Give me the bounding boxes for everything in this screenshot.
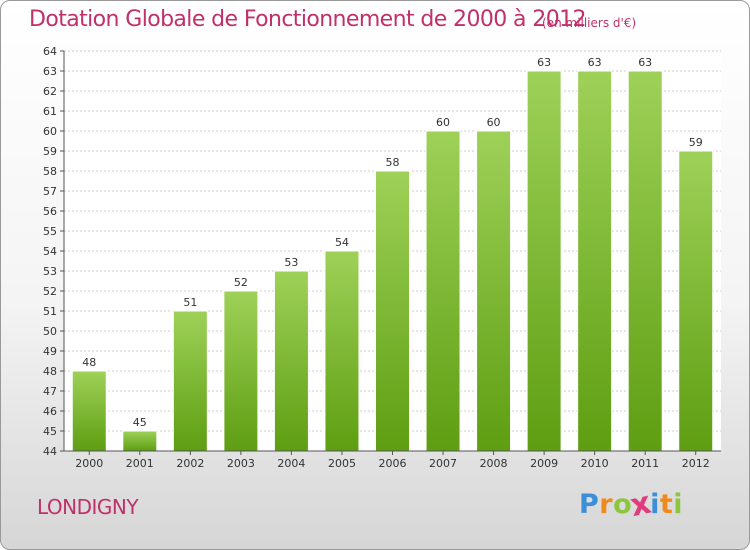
data-label: 63: [638, 56, 652, 69]
y-tick-label: 46: [43, 405, 57, 418]
y-tick-label: 44: [43, 445, 57, 458]
data-label: 48: [82, 356, 96, 369]
bar-2010: [577, 70, 613, 452]
data-label: 51: [183, 296, 197, 309]
y-tick-label: 64: [43, 45, 57, 58]
x-tick-label: 2001: [126, 457, 154, 470]
data-label: 60: [436, 116, 450, 129]
x-tick-label: 2012: [682, 457, 710, 470]
y-tick-label: 49: [43, 345, 57, 358]
x-tick-label: 2008: [480, 457, 508, 470]
data-label: 59: [689, 136, 703, 149]
logo-letter: i: [673, 489, 684, 520]
data-label: 63: [537, 56, 551, 69]
x-tick-label: 2009: [530, 457, 558, 470]
logo-letter: t: [659, 489, 674, 520]
bar-2012: [678, 150, 714, 452]
y-tick-label: 63: [43, 65, 57, 78]
data-label: 52: [234, 276, 248, 289]
x-tick-label: 2000: [75, 457, 103, 470]
x-tick-label: 2007: [429, 457, 457, 470]
data-label: 63: [588, 56, 602, 69]
logo-letter: r: [599, 489, 614, 520]
bar-2009: [526, 70, 562, 452]
y-tick-label: 53: [43, 265, 57, 278]
bar-2011: [627, 70, 663, 452]
data-label: 54: [335, 236, 349, 249]
unit-note: (en milliers d'€): [542, 16, 637, 30]
y-tick-label: 55: [43, 225, 57, 238]
bar-2002: [172, 310, 208, 452]
bar-2003: [223, 290, 259, 452]
y-tick-label: 45: [43, 425, 57, 438]
y-tick-label: 47: [43, 385, 57, 398]
bar-2005: [324, 250, 360, 452]
y-tick-label: 58: [43, 165, 57, 178]
bar-2000: [71, 370, 107, 452]
data-label: 58: [386, 156, 400, 169]
x-tick-label: 2006: [379, 457, 407, 470]
data-label: 53: [284, 256, 298, 269]
y-tick-label: 62: [43, 85, 57, 98]
y-tick-label: 57: [43, 185, 57, 198]
y-tick-label: 59: [43, 145, 57, 158]
y-tick-label: 51: [43, 305, 57, 318]
proxiti-logo: Proxiti: [579, 485, 684, 524]
x-tick-label: 2011: [631, 457, 659, 470]
bar-2006: [375, 170, 410, 452]
y-tick-label: 56: [43, 205, 57, 218]
x-tick-label: 2005: [328, 457, 356, 470]
y-tick-label: 61: [43, 105, 57, 118]
bar-2001: [122, 430, 158, 452]
data-label: 45: [133, 416, 147, 429]
logo-letter: P: [579, 489, 600, 520]
x-tick-label: 2004: [277, 457, 305, 470]
logo-letter: i: [650, 489, 660, 520]
location-name: LONDIGNY: [37, 495, 139, 519]
x-tick-label: 2003: [227, 457, 255, 470]
y-tick-label: 54: [43, 245, 57, 258]
y-tick-label: 50: [43, 325, 57, 338]
data-label: 60: [487, 116, 501, 129]
x-tick-label: 2002: [176, 457, 204, 470]
logo-letter: o: [613, 489, 633, 520]
bar-2004: [273, 270, 309, 452]
y-tick-label: 48: [43, 365, 57, 378]
y-tick-label: 52: [43, 285, 57, 298]
y-tick-label: 60: [43, 125, 57, 138]
bar-2007: [425, 130, 461, 452]
bar-2008: [476, 130, 512, 452]
x-tick-label: 2010: [581, 457, 609, 470]
chart-title: Dotation Globale de Fonctionnement de 20…: [29, 7, 587, 32]
